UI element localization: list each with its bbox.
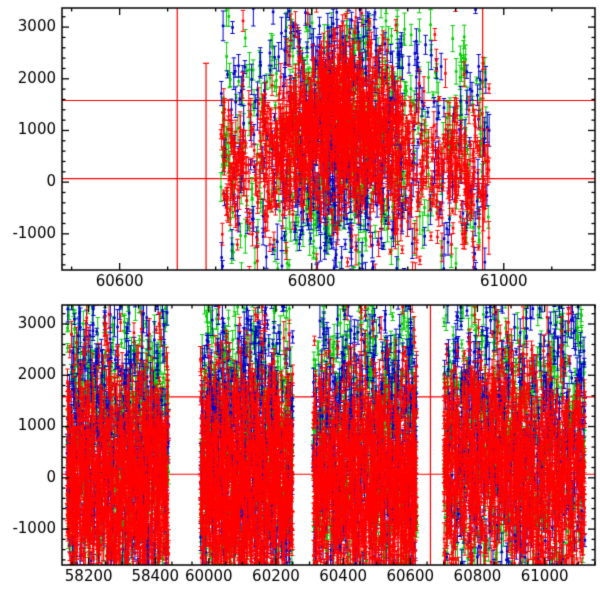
two-panel-light-curve-figure: [0, 0, 600, 600]
chart-canvas: [0, 0, 600, 600]
